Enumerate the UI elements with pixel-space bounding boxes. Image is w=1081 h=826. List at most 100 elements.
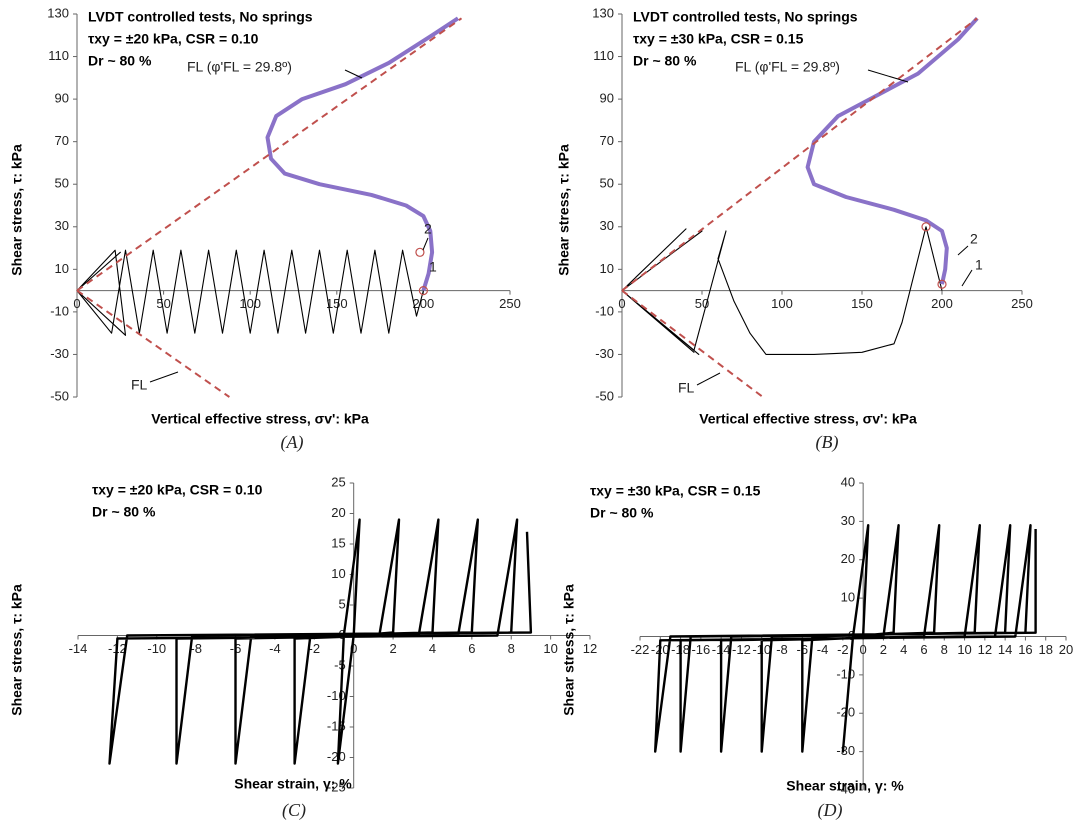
y-tick-label: 20 — [331, 505, 345, 520]
annotation-arrow — [696, 372, 721, 386]
y-tick-label: 10 — [600, 261, 614, 276]
data-line — [108, 518, 533, 765]
point-marker — [937, 279, 947, 289]
y-tick-label: 30 — [55, 218, 69, 233]
x-tick-label: -2 — [837, 642, 849, 657]
y-tick-label: -50 — [595, 388, 614, 403]
failure-line — [621, 17, 978, 292]
failure-line — [76, 17, 463, 292]
y-tick-label: -20 — [327, 749, 346, 764]
x-tick-label: -16 — [691, 642, 710, 657]
y-tick-label: 50 — [600, 176, 614, 191]
data-line — [265, 16, 460, 292]
x-axis-label: Shear strain, γ: % — [234, 776, 352, 792]
y-axis-label: Shear stress, τ: kPa — [9, 144, 25, 276]
x-tick-label: 100 — [239, 296, 261, 311]
caption: (B) — [816, 432, 839, 453]
y-tick-label: 110 — [593, 48, 614, 63]
x-tick-label: 8 — [508, 641, 515, 656]
x-tick-label: 2 — [389, 641, 396, 656]
x-tick-label: 100 — [771, 296, 793, 311]
annotation: FL (φ'FL = 29.8º) — [187, 59, 292, 75]
x-tick-label: 150 — [851, 296, 873, 311]
annotation-arrow — [961, 269, 973, 287]
x-tick-label: -22 — [631, 642, 650, 657]
y-tick-label: -40 — [836, 781, 855, 796]
y-tick-label: 5 — [338, 596, 345, 611]
x-tick-label: -14 — [69, 641, 88, 656]
y-axis-label: Shear stress, τ: kPa — [556, 144, 572, 276]
note: Dr ~ 80 % — [633, 53, 697, 69]
x-tick-label: 150 — [326, 296, 348, 311]
x-tick-label: 2 — [880, 642, 887, 657]
annotation: FL (φ'FL = 29.8º) — [735, 59, 840, 75]
caption: (C) — [282, 800, 306, 821]
y-tick-label: 110 — [48, 48, 69, 63]
x-tick-label: 18 — [1038, 642, 1052, 657]
y-tick-label: 20 — [841, 551, 855, 566]
y-tick-label: -10 — [327, 688, 346, 703]
y-tick-label: 90 — [55, 91, 69, 106]
x-tick-label: -10 — [147, 641, 166, 656]
x-tick-label: 10 — [543, 641, 557, 656]
x-axis-label: Vertical effective stress, σv': kPa — [151, 411, 369, 427]
y-tick-label: -30 — [836, 743, 855, 758]
note: Dr ~ 80 % — [88, 53, 152, 69]
note: τxy = ±30 kPa, CSR = 0.15 — [633, 31, 804, 47]
x-tick-label: 4 — [900, 642, 907, 657]
x-tick-label: 12 — [583, 641, 597, 656]
x-axis-label: Vertical effective stress, σv': kPa — [699, 411, 917, 427]
x-tick-label: -12 — [732, 642, 751, 657]
x-tick-label: 200 — [931, 296, 953, 311]
x-axis-label: Shear strain, γ: % — [786, 778, 904, 794]
annotation: 1 — [975, 257, 983, 273]
x-tick-label: 16 — [1018, 642, 1032, 657]
note: Dr ~ 80 % — [92, 504, 156, 520]
failure-line — [621, 289, 764, 398]
x-tick-label: 200 — [413, 296, 435, 311]
annotation-arrow — [149, 371, 179, 383]
y-tick-label: -5 — [334, 657, 346, 672]
x-tick-label: 4 — [429, 641, 436, 656]
x-tick-label: 6 — [920, 642, 927, 657]
x-tick-label: 50 — [156, 296, 170, 311]
note: τxy = ±30 kPa, CSR = 0.15 — [590, 483, 761, 499]
annotation: 1 — [429, 259, 437, 275]
x-tick-label: 250 — [1011, 296, 1033, 311]
x-tick-label: 12 — [978, 642, 992, 657]
annotation: 2 — [424, 221, 432, 237]
y-tick-label: -10 — [595, 303, 614, 318]
y-tick-label: 70 — [600, 133, 614, 148]
x-tick-label: 0 — [860, 642, 867, 657]
y-axis-label: Shear stress, τ: kPa — [561, 584, 577, 716]
y-tick-label: -10 — [50, 303, 69, 318]
y-tick-label: -50 — [50, 388, 69, 403]
caption: (A) — [281, 432, 304, 453]
y-tick-label: 40 — [841, 474, 855, 489]
y-axis-label: Shear stress, τ: kPa — [9, 584, 25, 716]
point-marker — [415, 247, 425, 257]
caption: (D) — [818, 800, 843, 821]
y-tick-label: -30 — [595, 346, 614, 361]
x-tick-label: 14 — [998, 642, 1012, 657]
x-tick-label: 250 — [499, 296, 521, 311]
y-tick-label: 10 — [331, 566, 345, 581]
data-line — [76, 249, 424, 336]
data-line — [654, 524, 1037, 753]
x-tick-label: 0 — [73, 296, 80, 311]
annotation: 2 — [970, 231, 978, 247]
x-tick-label: -2 — [309, 641, 321, 656]
annotation-arrow — [422, 237, 429, 251]
note: τxy = ±20 kPa, CSR = 0.10 — [92, 482, 263, 498]
y-tick-label: 30 — [600, 218, 614, 233]
y-tick-label: 130 — [47, 5, 69, 20]
point-marker — [418, 286, 428, 296]
annotation: FL — [131, 377, 148, 393]
annotation-arrow — [344, 69, 363, 79]
chart-title: LVDT controlled tests, No springs — [633, 9, 858, 25]
note: Dr ~ 80 % — [590, 505, 654, 521]
y-tick-label: 30 — [841, 513, 855, 528]
x-tick-label: 0 — [350, 641, 357, 656]
x-tick-label: 6 — [468, 641, 475, 656]
